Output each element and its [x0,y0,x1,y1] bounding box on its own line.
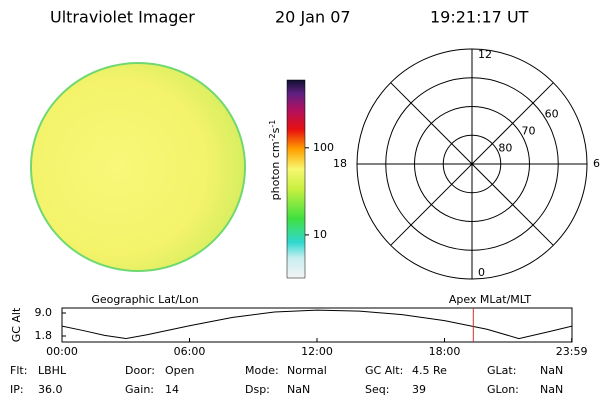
field-label: GLat: [487,364,516,377]
field-value: Normal [287,364,327,377]
field-value: 39 [412,383,426,396]
field-value: 4.5 Re [412,364,447,377]
field-value: 36.0 [38,383,63,396]
field-label: IP: [10,383,24,396]
field-label: Seq: [365,383,389,396]
field-value: NaN [540,364,563,377]
field-label: Gain: [125,383,154,396]
timeline-y-label: GC Alt [10,307,23,342]
mlt-label: 0 [478,266,485,279]
x-tick-label: 06:00 [174,345,206,358]
y-tick-label: 1.8 [35,329,53,342]
field-value: NaN [287,383,310,396]
date: 20 Jan 07 [275,8,351,27]
field-value: LBHL [38,364,67,377]
timeline-left-label: Geographic Lat/Lon [91,293,198,306]
lat-label: 70 [521,124,535,137]
field-label: Door: [125,364,155,377]
time: 19:21:17 UT [430,8,529,27]
mlt-label: 18 [333,157,347,170]
lat-label: 60 [545,107,559,120]
field-value: Open [165,364,194,377]
field-label: GLon: [487,383,519,396]
x-tick-label: 18:00 [429,345,461,358]
lat-label: 80 [498,142,512,155]
field-label: Flt: [10,364,27,377]
timeline-frame [61,307,573,343]
field-value: 14 [165,383,179,396]
timeline-right-label: Apex MLat/MLT [449,293,532,306]
altitude-line [62,309,572,340]
title: Ultraviolet Imager [50,8,195,27]
colorbar [286,79,306,279]
field-label: GC Alt: [365,364,403,377]
colorbar-tick-label: 10 [313,228,327,241]
x-tick-label: 00:00 [46,345,78,358]
x-tick-label: 12:00 [301,345,333,358]
field-label: Mode: [245,364,279,377]
field-label: Dsp: [245,383,270,396]
colorbar-label: photon cm-2s-1 [268,120,283,201]
colorbar-tick-label: 100 [313,141,334,154]
spoke [390,82,554,246]
x-tick-label: 23:59 [556,345,588,358]
field-value: NaN [540,383,563,396]
mlt-label: 12 [478,48,492,61]
uv-image [30,62,246,272]
y-tick-label: 9.0 [35,306,53,319]
mlt-label: 6 [593,157,600,170]
